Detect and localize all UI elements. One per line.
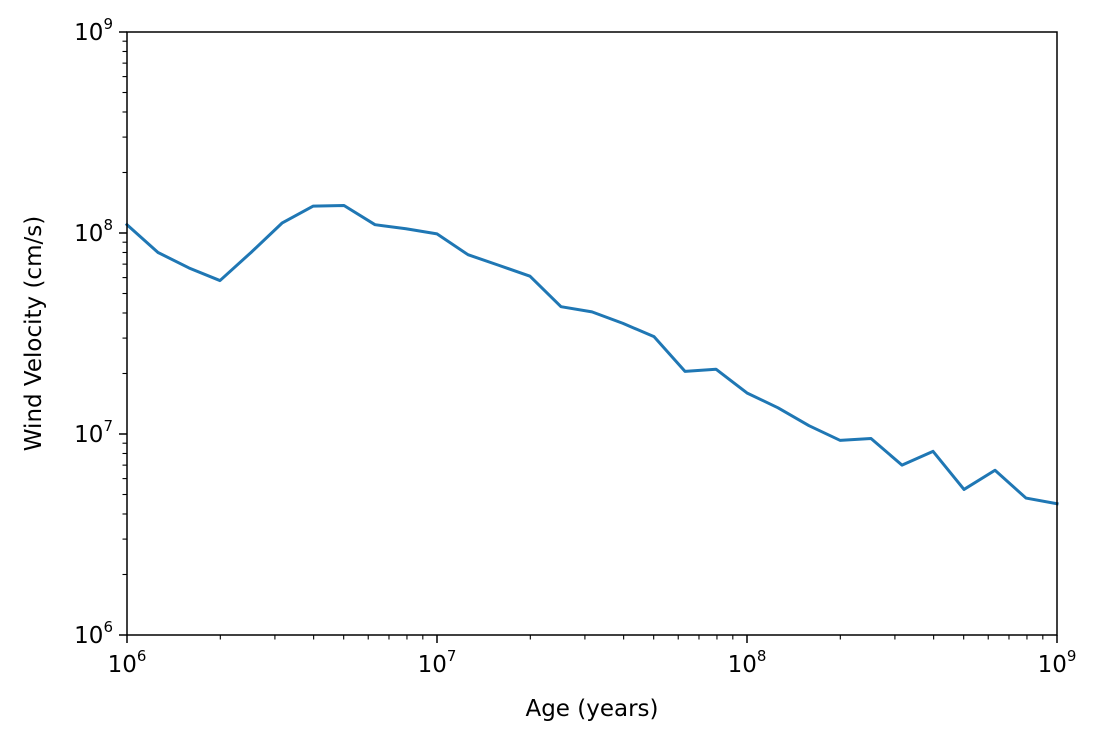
tick-labels: 106 107 108 109 106 107 108 109 [74, 15, 1076, 678]
y-axis-label: Wind Velocity (cm/s) [21, 216, 47, 451]
major-ticks [119, 31, 1058, 643]
x-tick-label: 106 [108, 647, 147, 678]
x-tick-label: 108 [728, 647, 767, 678]
y-tick-label: 106 [74, 618, 113, 649]
plot-background [127, 32, 1057, 635]
y-tick-label: 107 [74, 417, 113, 448]
x-tick-label: 109 [1038, 647, 1077, 678]
y-tick-label: 108 [74, 216, 113, 247]
y-tick-label: 109 [74, 15, 113, 46]
x-tick-label: 107 [418, 647, 457, 678]
plot-frame [126, 31, 1058, 636]
series-line-wind-velocity [124, 204, 1059, 506]
x-axis-label: Age (years) [525, 696, 658, 722]
